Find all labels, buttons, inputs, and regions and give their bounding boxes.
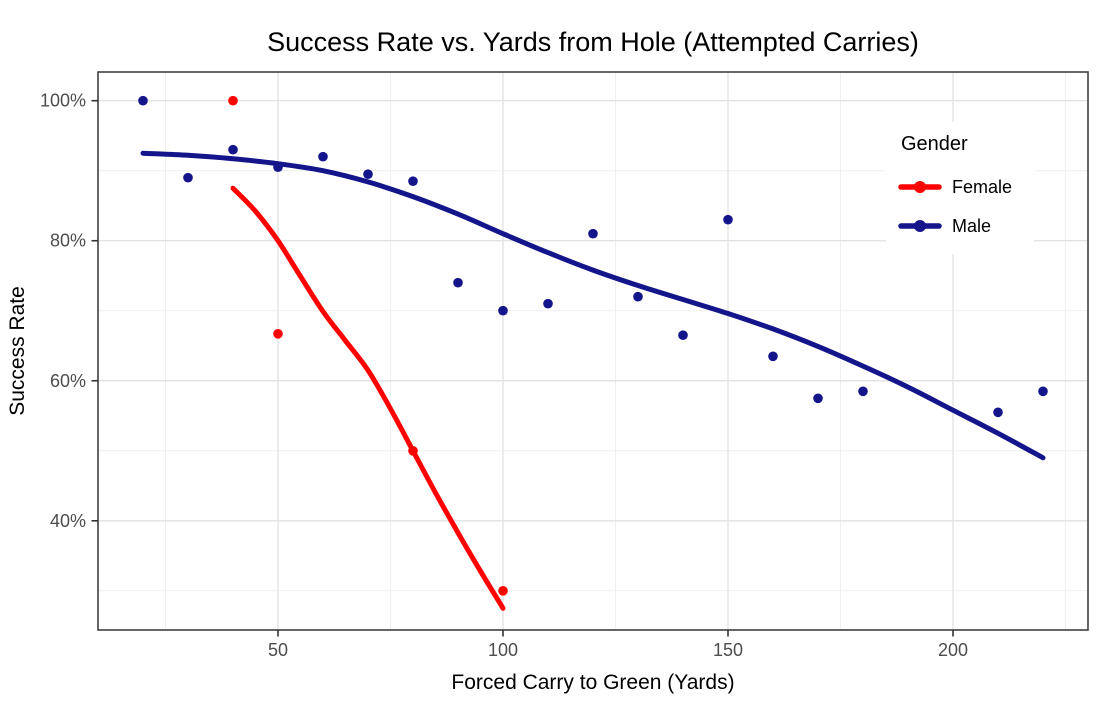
male-data-point	[858, 386, 868, 397]
legend-title: Gender	[901, 133, 968, 155]
male-data-point	[273, 162, 283, 172]
y-axis-title: Success Rate	[6, 286, 29, 416]
y-tick-label: 60%	[50, 371, 86, 391]
male-data-point	[993, 407, 1003, 418]
male-data-point	[498, 305, 508, 316]
female-data-point	[228, 95, 238, 106]
x-tick-label: 150	[713, 640, 743, 660]
chart-title: Success Rate vs. Yards from Hole (Attemp…	[267, 27, 919, 57]
legend-entry-male: Male	[898, 216, 991, 236]
male-data-point	[633, 291, 643, 302]
legend-label-male: Male	[952, 216, 991, 236]
legend-entry-female: Female	[898, 177, 1012, 197]
male-data-point	[408, 176, 418, 186]
x-tick-label: 200	[938, 640, 968, 660]
female-key-dot-icon	[914, 181, 926, 193]
x-axis-title: Forced Carry to Green (Yards)	[451, 671, 734, 694]
male-data-point	[768, 351, 778, 362]
legend: Gender Female Male	[886, 122, 1034, 254]
smooth-curves	[140, 150, 1046, 611]
male-data-point	[678, 330, 688, 341]
female-data-point	[408, 446, 418, 456]
legend-label-female: Female	[952, 177, 1012, 197]
female-data-point	[273, 329, 283, 339]
x-tick-label: 50	[268, 640, 288, 660]
female-trend-curve	[230, 185, 506, 611]
panel-border	[97, 71, 1089, 631]
y-tick-label: 100%	[40, 91, 86, 111]
tick-marks	[91, 99, 954, 637]
male-key-dot-icon	[914, 220, 926, 232]
male-data-point	[453, 277, 463, 288]
male-trend-curve	[140, 150, 1046, 461]
y-tick-label: 40%	[50, 511, 86, 531]
major-gridlines	[98, 72, 1088, 630]
male-data-point	[543, 298, 553, 309]
data-points	[138, 95, 1048, 596]
male-data-point	[813, 393, 823, 404]
male-data-point	[363, 169, 373, 179]
male-data-point	[1038, 386, 1048, 397]
male-data-point	[138, 95, 148, 106]
tick-labels: 50 100 150 200 40% 60% 80% 100%	[40, 91, 968, 660]
x-tick-label: 100	[488, 640, 518, 660]
male-data-point	[588, 228, 598, 239]
female-data-point	[498, 586, 508, 596]
male-data-point	[318, 151, 328, 162]
male-data-point	[183, 172, 193, 183]
y-tick-label: 80%	[50, 231, 86, 251]
male-data-point	[723, 214, 733, 225]
male-data-point	[228, 144, 238, 155]
